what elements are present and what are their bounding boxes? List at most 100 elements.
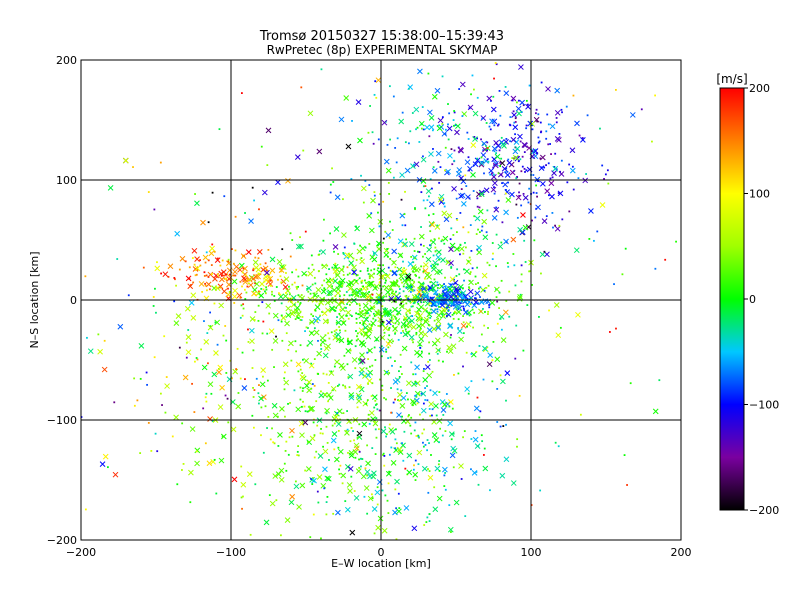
- data-point-dot: [103, 339, 106, 342]
- data-point-dot: [386, 248, 389, 250]
- data-point-dot: [185, 356, 188, 359]
- data-point-cross: [443, 216, 450, 223]
- data-point-dot: [415, 331, 418, 334]
- data-point-dot: [232, 274, 235, 277]
- data-point-dot: [382, 452, 385, 455]
- data-point-dot: [400, 301, 403, 304]
- data-point-cross: [383, 284, 390, 291]
- data-point-dot: [401, 224, 404, 227]
- data-point-dot: [338, 280, 341, 283]
- data-point-cross: [332, 244, 339, 250]
- data-point-dot: [132, 166, 134, 168]
- data-point-dot: [392, 401, 395, 404]
- data-point-cross: [340, 472, 347, 479]
- data-point-cross: [417, 341, 423, 347]
- data-point-dot: [252, 349, 255, 352]
- data-point-dot: [400, 302, 403, 305]
- data-point-dot: [253, 389, 256, 391]
- data-point-dot: [416, 126, 419, 129]
- data-point-dot: [377, 244, 379, 247]
- data-point-cross: [311, 477, 317, 484]
- data-point-dot: [453, 149, 456, 152]
- data-point-cross: [435, 347, 442, 354]
- data-point-cross: [231, 476, 238, 483]
- data-point-cross: [362, 302, 369, 309]
- data-point-dot: [429, 244, 431, 247]
- data-point-dot: [422, 418, 424, 421]
- data-point-dot: [401, 281, 403, 284]
- data-point-dot: [307, 440, 309, 443]
- data-point-cross: [368, 280, 375, 287]
- data-point-dot: [493, 150, 496, 153]
- data-point-cross: [368, 272, 375, 279]
- data-point-dot: [498, 307, 501, 309]
- data-point-cross: [510, 136, 517, 143]
- data-point-cross: [455, 309, 462, 315]
- data-point-dot: [322, 372, 325, 375]
- data-point-dot: [365, 367, 368, 370]
- data-point-dot: [385, 398, 387, 401]
- data-point-dot: [265, 286, 268, 289]
- data-point-dot: [456, 298, 459, 301]
- data-point-dot: [346, 428, 349, 431]
- data-point-dot: [418, 251, 421, 253]
- data-point-dot: [241, 314, 244, 317]
- data-point-dot: [391, 292, 393, 295]
- data-point-cross: [374, 489, 381, 496]
- data-point-dot: [450, 531, 452, 533]
- data-point-cross: [548, 180, 555, 187]
- data-point-dot: [444, 488, 447, 491]
- data-point-cross: [117, 323, 124, 330]
- data-point-dot: [550, 153, 552, 156]
- data-point-dot: [204, 396, 207, 399]
- data-point-dot: [150, 450, 153, 452]
- data-point-dot: [394, 438, 397, 441]
- data-point-dot: [478, 206, 481, 209]
- data-point-dot: [211, 191, 214, 194]
- data-point-dot: [348, 304, 351, 306]
- data-point-dot: [472, 164, 475, 167]
- data-point-dot: [437, 317, 439, 320]
- data-point-dot: [491, 172, 493, 175]
- data-point-dot: [491, 359, 494, 362]
- data-point-cross: [272, 312, 279, 319]
- data-point-dot: [520, 170, 523, 173]
- data-point-cross: [516, 110, 522, 117]
- data-point-dot: [427, 272, 430, 274]
- data-point-cross: [373, 336, 380, 342]
- data-point-dot: [453, 111, 456, 114]
- data-point-dot: [313, 327, 316, 330]
- data-point-dot: [266, 332, 269, 335]
- data-point-dot: [500, 328, 503, 331]
- data-point-dot: [299, 398, 302, 401]
- data-point-dot: [495, 265, 497, 268]
- data-point-dot: [382, 200, 385, 203]
- data-point-dot: [362, 322, 365, 325]
- data-point-cross: [510, 480, 517, 486]
- data-point-cross: [499, 472, 506, 479]
- data-point-dot: [394, 447, 397, 450]
- data-point-dot: [310, 331, 313, 334]
- data-point-dot: [488, 264, 491, 267]
- data-point-dot: [364, 246, 367, 249]
- data-point-dot: [505, 138, 508, 140]
- data-point-dot: [331, 285, 334, 288]
- data-point-dot: [517, 156, 520, 158]
- data-point-dot: [254, 282, 257, 285]
- data-point-cross: [315, 315, 321, 322]
- data-point-cross: [459, 81, 466, 88]
- data-point-cross: [194, 256, 200, 262]
- data-point-dot: [311, 477, 314, 479]
- data-point-cross: [232, 268, 238, 275]
- data-point-cross: [433, 403, 439, 409]
- data-point-cross: [326, 283, 333, 289]
- data-point-dot: [311, 383, 314, 385]
- data-point-dot: [385, 348, 387, 351]
- data-point-dot: [495, 206, 498, 209]
- data-point-dot: [460, 291, 463, 294]
- data-point-cross: [418, 330, 425, 337]
- data-point-dot: [514, 133, 516, 136]
- data-point-cross: [447, 399, 454, 405]
- data-point-dot: [351, 120, 353, 122]
- data-point-dot: [361, 458, 364, 460]
